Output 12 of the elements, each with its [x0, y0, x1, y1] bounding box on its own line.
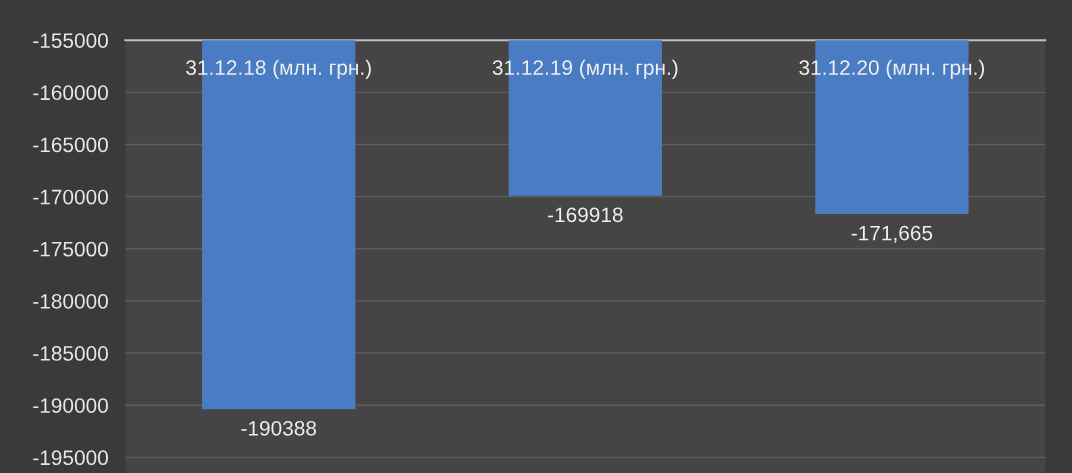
- data-label: -171,665: [851, 225, 933, 243]
- data-label: -169918: [548, 207, 623, 223]
- y-tick-label: -190000: [33, 398, 108, 413]
- y-tick-label: -195000: [33, 450, 108, 466]
- y-tick-label: -170000: [33, 189, 108, 205]
- y-tick-label: -180000: [33, 293, 108, 309]
- y-tick-label: -155000: [33, 33, 108, 48]
- y-tick-label: -165000: [33, 137, 108, 153]
- y-tick-label: -175000: [33, 241, 108, 257]
- data-label: -190388: [241, 420, 317, 436]
- y-tick-label: -160000: [33, 85, 108, 101]
- y-tick-label: -185000: [33, 346, 108, 361]
